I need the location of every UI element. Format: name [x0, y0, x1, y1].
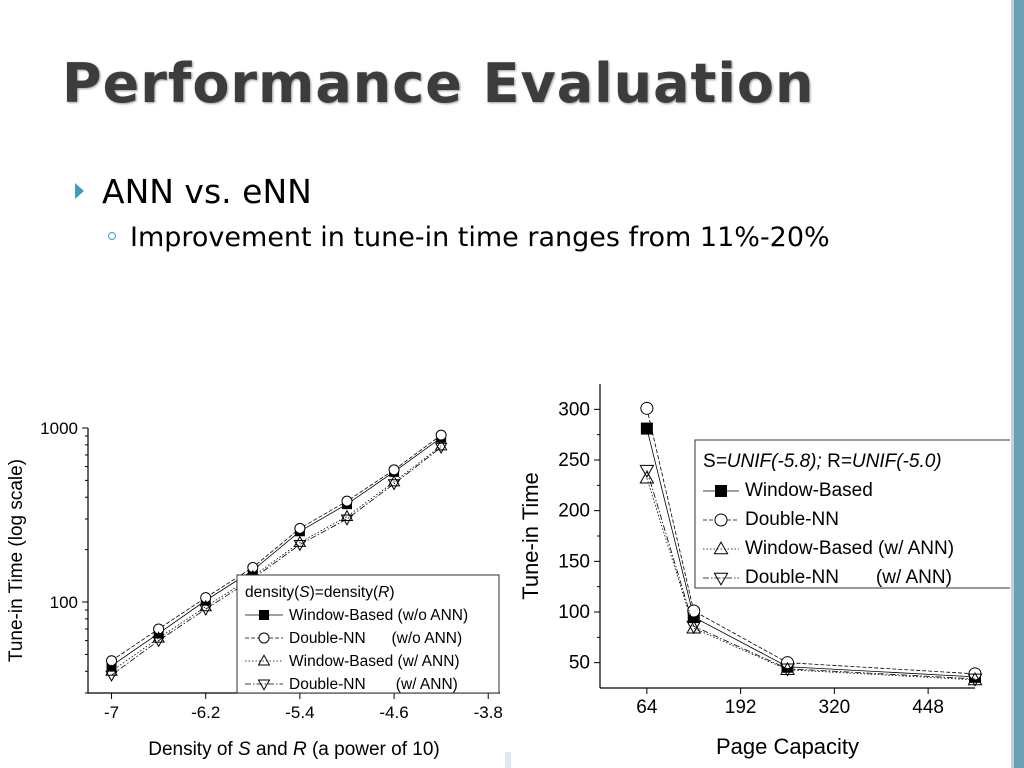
data-point [153, 623, 165, 635]
legend-entry: Double-NN (w/ ANN) [745, 567, 952, 588]
legend-entry: Double-NN (w/o ANN) [289, 630, 462, 647]
legend: S=UNIF(-5.8); R=UNIF(-5.0) Window-Based Do… [694, 439, 1010, 589]
legend-marker [258, 632, 270, 644]
x-tick-label: 64 [636, 697, 658, 718]
x-tick-label: 320 [819, 697, 851, 718]
y-tick-label: 200 [558, 501, 590, 522]
y-axis-label: Tune-in Time (log scale) [6, 459, 27, 662]
series-line [111, 437, 442, 667]
legend-title: density(S)=density(R) [245, 584, 395, 601]
data-point [388, 464, 400, 476]
bullet-sub: Improvement in tune-in time ranges from … [108, 222, 830, 253]
series-line [646, 408, 976, 675]
legend-title: S=UNIF(-5.8); R=UNIF(-5.0) [703, 451, 942, 472]
x-tick-label: -5.4 [285, 703, 314, 722]
data-point [780, 663, 795, 677]
data-point [294, 522, 306, 534]
series-2 [640, 401, 982, 681]
legend-box [694, 439, 1010, 589]
data-point [686, 620, 702, 635]
data-point [687, 604, 701, 618]
data-point [340, 514, 354, 526]
x-axis-label: Page Capacity [716, 734, 859, 759]
data-point [199, 599, 213, 612]
series-line [646, 428, 976, 678]
y-tick-label: 300 [558, 399, 590, 420]
x-tick-label: 448 [912, 697, 944, 718]
legend-entry: Double-NN [745, 509, 839, 530]
data-point [686, 620, 702, 634]
bullet-main: ANN vs. eNN [75, 172, 312, 211]
data-point [435, 429, 447, 441]
bullet-sub-text: Improvement in tune-in time ranges from … [130, 222, 830, 253]
x-tick-label: -3.8 [474, 703, 503, 722]
data-point [247, 561, 259, 573]
legend-marker [713, 541, 729, 555]
page-capacity-chart: 64 192 320 448 50 100 150 200 250 300 Tune-in Time… [518, 384, 1010, 759]
data-point [152, 631, 165, 643]
slide-title: Performance Evaluation [62, 52, 815, 115]
data-point [640, 422, 653, 435]
data-point [967, 673, 983, 687]
y-tick-label: 50 [569, 653, 590, 674]
data-point [105, 670, 118, 682]
decorative-side-bar [1014, 0, 1024, 768]
x-tick-label: -7 [104, 703, 119, 722]
data-point [341, 495, 353, 507]
data-point [434, 442, 448, 455]
bullet-arrow-icon [75, 182, 84, 199]
data-point [200, 592, 212, 604]
x-axis-label: Density of S and R (a power of 10) [148, 739, 440, 760]
legend-box [236, 574, 500, 694]
data-point [434, 439, 448, 451]
y-tick-label: 1000 [40, 419, 78, 438]
data-point [639, 464, 655, 479]
y-axis-label: Tune-in Time [518, 472, 543, 600]
decorative-side-bar-light [1011, 0, 1014, 768]
data-point [152, 636, 165, 648]
series-line [646, 478, 976, 681]
legend-entry: Window-Based (w/ ANN) [745, 538, 954, 559]
data-point [293, 540, 307, 552]
legend-marker [714, 513, 728, 527]
y-tick-label: 150 [558, 551, 590, 572]
data-point [640, 401, 654, 415]
series-line [111, 434, 442, 662]
legend-entry: Window-Based (w/o ANN) [289, 607, 468, 624]
y-tick-label: 100 [50, 593, 78, 612]
data-point [293, 535, 307, 547]
y-tick-label: 100 [558, 602, 590, 623]
bullet-main-text: ANN vs. eNN [102, 172, 312, 211]
series-2 [106, 429, 447, 667]
data-point [106, 655, 118, 667]
legend: density(S)=density(R) Window-Based (w/o A… [236, 574, 500, 694]
series-line [111, 445, 442, 672]
legend-marker [257, 654, 271, 666]
decorative-mark [505, 752, 511, 768]
data-point [199, 604, 213, 616]
legend-marker [713, 572, 729, 586]
series-line [646, 470, 976, 680]
x-tick-label: 192 [725, 697, 757, 718]
legend-entry: Window-Based [745, 480, 873, 501]
legend-marker [259, 610, 269, 620]
data-point [340, 509, 354, 522]
data-point [387, 479, 401, 491]
bullet-circle-icon [108, 231, 116, 240]
y-tick-label: 250 [558, 450, 590, 471]
series-line [111, 446, 442, 676]
data-point [639, 470, 655, 484]
x-tick-label: -6.2 [191, 703, 220, 722]
legend-entry: Double-NN (w/ ANN) [289, 676, 458, 693]
legend-marker [715, 485, 727, 497]
data-point [387, 475, 401, 487]
x-tick-label: -4.6 [379, 703, 408, 722]
data-point [105, 664, 118, 676]
density-chart: -7 -6.2 -5.4 -4.6 -3.8 100 1000 Tune-in Time (l… [6, 419, 503, 760]
series-4 [639, 464, 983, 687]
legend-entry: Window-Based (w/ ANN) [289, 653, 460, 670]
legend-marker [257, 679, 271, 691]
